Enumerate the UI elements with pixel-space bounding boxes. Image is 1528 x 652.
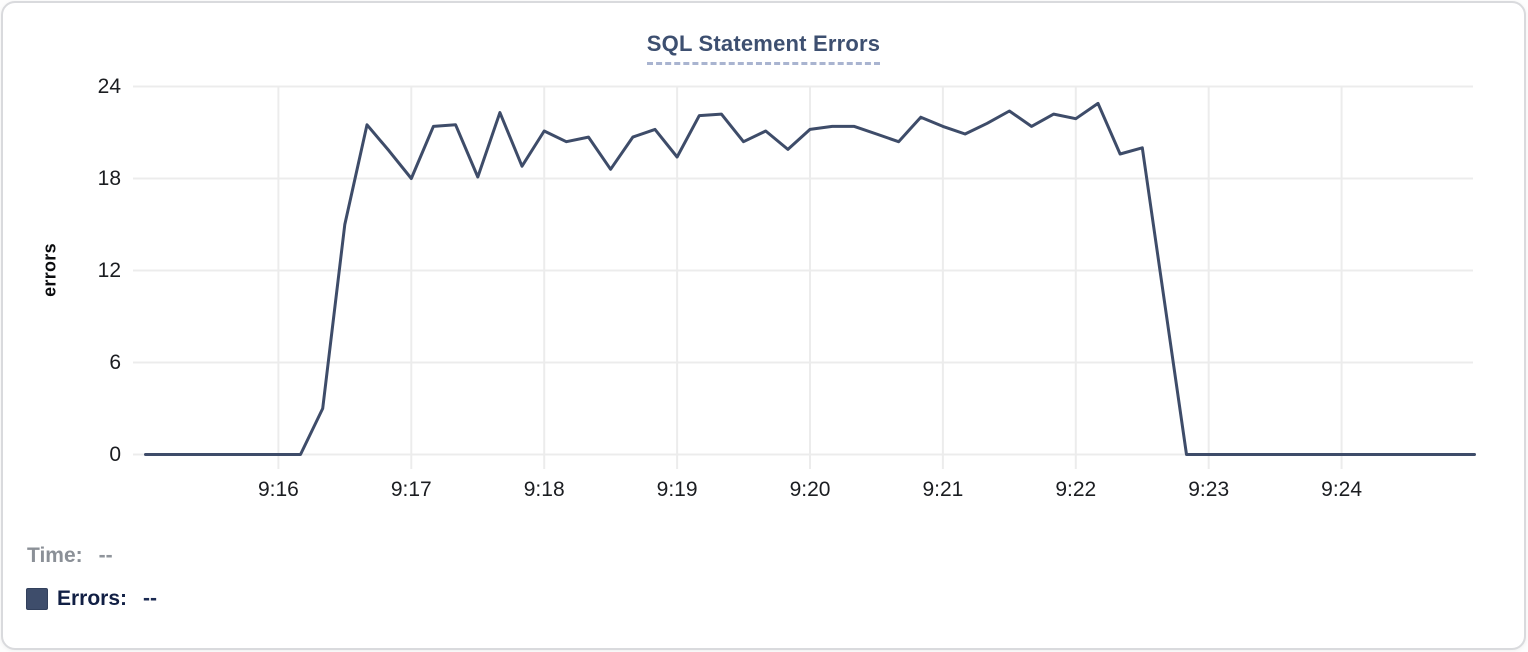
errors-series-line [144, 101, 1476, 456]
x-tick-label-9:19: 9:19 [656, 478, 698, 501]
x-tick-label-9:23: 9:23 [1188, 478, 1230, 501]
line-chart [133, 85, 1476, 469]
tooltip-time-value: -- [98, 544, 113, 567]
y-tick-label-18: 18 [97, 166, 121, 190]
x-tick-label-9:16: 9:16 [257, 478, 299, 501]
y-tick-label-0: 0 [109, 442, 121, 466]
tooltip-time-row: Time: -- [27, 544, 113, 568]
plot-hover-region[interactable] [133, 86, 1473, 455]
tooltip-errors-value: -- [143, 587, 158, 610]
x-tick-label-9:20: 9:20 [789, 478, 831, 501]
y-tick-label-6: 6 [109, 350, 121, 374]
x-tick-label-9:22: 9:22 [1055, 478, 1097, 501]
x-tick-label-9:24: 9:24 [1321, 478, 1363, 501]
panel-title[interactable]: SQL Statement Errors [646, 31, 881, 65]
x-tick-label-9:18: 9:18 [523, 478, 565, 501]
x-tick-label-9:17: 9:17 [390, 478, 432, 501]
panel-header: SQL Statement Errors [3, 31, 1524, 65]
y-axis-title: errors [39, 243, 60, 297]
y-tick-label-24: 24 [97, 74, 121, 98]
errors-series-swatch-icon [26, 588, 48, 610]
tooltip-errors-row: Errors: -- [26, 587, 157, 611]
tooltip-errors-label: Errors: [57, 587, 128, 610]
tooltip-time-label: Time: [27, 544, 83, 567]
y-tick-label-12: 12 [97, 258, 121, 282]
vertical-gridlines [277, 86, 1343, 469]
x-tick-label-9:21: 9:21 [922, 478, 964, 501]
